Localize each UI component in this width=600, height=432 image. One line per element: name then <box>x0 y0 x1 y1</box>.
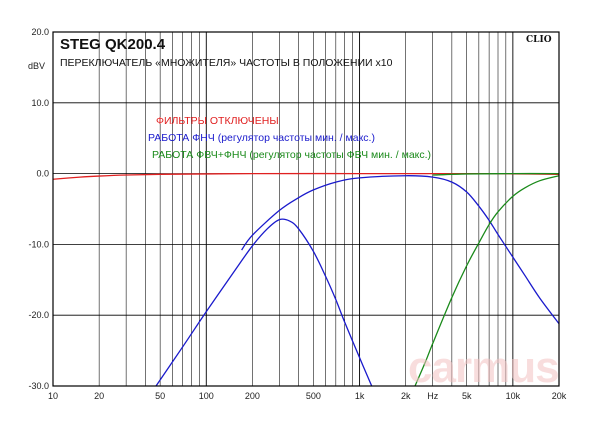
x-tick-label: 50 <box>155 391 165 401</box>
chart-subtitle: ПЕРЕКЛЮЧАТЕЛЬ «МНОЖИТЕЛЯ» ЧАСТОТЫ В ПОЛО… <box>60 57 393 69</box>
series-2-curve-0 <box>414 175 559 386</box>
series-1-curve-1 <box>241 175 559 325</box>
chart-title: STEG QK200.4 <box>60 36 166 53</box>
y-tick-label: -10.0 <box>28 239 49 249</box>
legend-entry-filters-off: ФИЛЬТРЫ ОТКЛЮЧЕНЫ <box>156 115 279 127</box>
brand-label: CLIO <box>526 35 552 45</box>
series-2-curve-1 <box>432 172 559 176</box>
grid <box>52 31 560 387</box>
y-tick-label: -20.0 <box>28 310 49 320</box>
tick-labels: 10 20 50 100 200 500 1k 2k Hz 5k 10k 20k 20.0 10.0 0.0… <box>28 27 566 401</box>
x-tick-label: 20 <box>94 391 104 401</box>
legend: ФИЛЬТРЫ ОТКЛЮЧЕНЫ РАБОТА ФНЧ (регулятор … <box>148 115 431 161</box>
x-tick-label: 1k <box>355 391 365 401</box>
y-tick-label: -30.0 <box>28 381 49 391</box>
x-tick-label: 100 <box>199 391 214 401</box>
y-tick-label: 20.0 <box>31 27 49 37</box>
x-tick-label: 200 <box>245 391 260 401</box>
x-tick-label: 10 <box>48 391 58 401</box>
legend-entry-hpf-lpf: РАБОТА ФВЧ+ФНЧ (регулятор частоты ФВЧ ми… <box>152 149 431 161</box>
x-tick-label: Hz <box>427 391 438 401</box>
curves <box>53 172 559 386</box>
legend-entry-lpf: РАБОТА ФНЧ (регулятор частоты мин. / мак… <box>148 132 375 144</box>
series-1-curve-0 <box>155 218 373 386</box>
y-tick-label: 10.0 <box>31 98 49 108</box>
x-tick-label: 500 <box>306 391 321 401</box>
x-tick-label: 2k <box>401 391 411 401</box>
plot-frame <box>52 31 560 387</box>
watermark: carmus <box>408 343 559 392</box>
y-tick-label: 0.0 <box>36 169 49 179</box>
y-axis-label: dBV <box>28 61 45 71</box>
x-tick-label: 20k <box>552 391 567 401</box>
x-tick-label: 10k <box>506 391 521 401</box>
x-tick-label: 5k <box>462 391 472 401</box>
